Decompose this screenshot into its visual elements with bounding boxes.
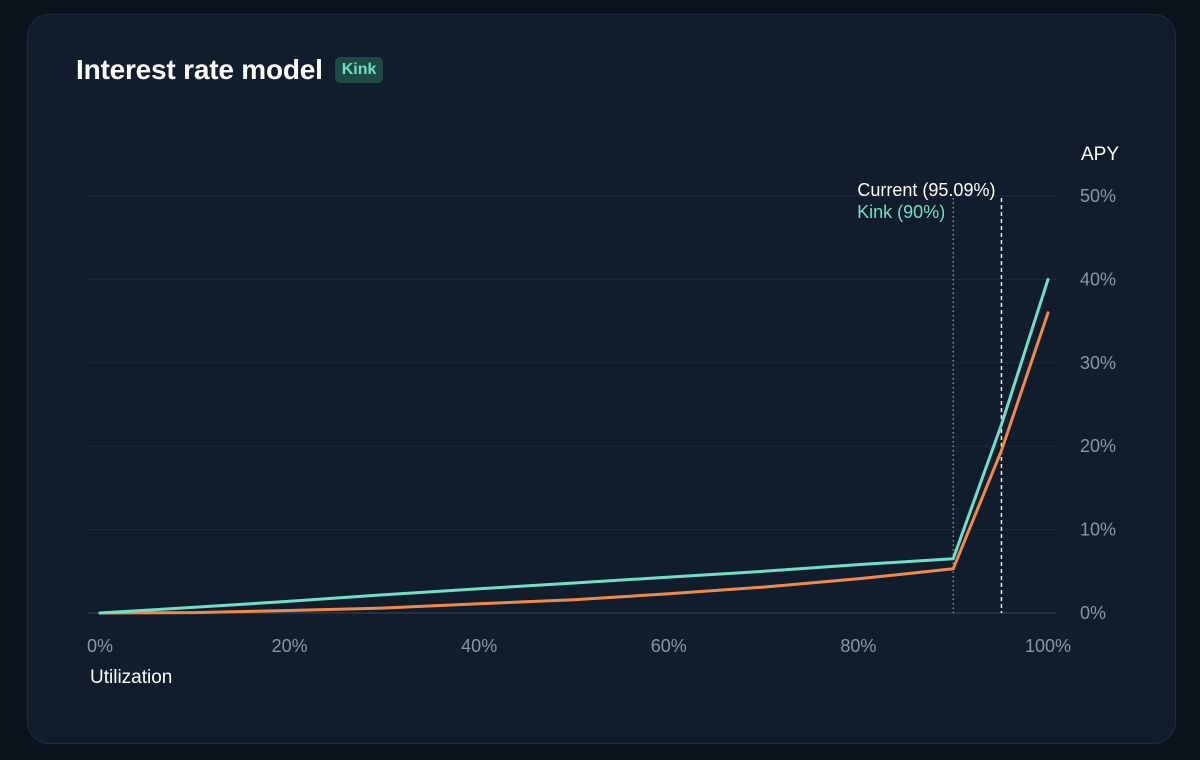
- series-line: [98, 277, 1050, 615]
- x-tick-label: 0%: [87, 636, 113, 656]
- x-tick-label: 20%: [272, 636, 308, 656]
- y-axis-label: APY: [1081, 144, 1119, 165]
- y-tick-label: 50%: [1080, 186, 1116, 206]
- interest-rate-model-card: Interest rate model Kink: [27, 14, 1176, 744]
- x-tick-label: 60%: [651, 636, 687, 656]
- y-axis-ticks: 0% 10% 20% 30% 40% 50%: [1080, 186, 1116, 623]
- y-tick-label: 40%: [1080, 269, 1116, 289]
- y-tick-label: 30%: [1080, 353, 1116, 373]
- y-tick-label: 0%: [1080, 603, 1106, 623]
- card-title: Interest rate model: [76, 54, 323, 85]
- grid: [88, 195, 1056, 614]
- y-tick-label: 10%: [1080, 520, 1116, 540]
- x-axis-ticks: 0% 20% 40% 60% 80% 100%: [87, 636, 1071, 656]
- model-type-badge: Kink: [334, 57, 384, 83]
- x-tick-label: 80%: [840, 636, 876, 656]
- kink-label: Kink (90%): [857, 202, 945, 222]
- series-lines: [98, 277, 1050, 615]
- x-tick-label: 100%: [1025, 636, 1071, 656]
- x-tick-label: 40%: [461, 636, 497, 656]
- y-tick-label: 20%: [1080, 436, 1116, 456]
- annotation-markers: Current (95.09%)Kink (90%): [857, 180, 1003, 613]
- x-axis-label: Utilization: [90, 667, 172, 688]
- current-utilization-label: Current (95.09%): [857, 180, 995, 200]
- card-header: Interest rate model Kink: [76, 54, 384, 86]
- series-line: [98, 311, 1050, 615]
